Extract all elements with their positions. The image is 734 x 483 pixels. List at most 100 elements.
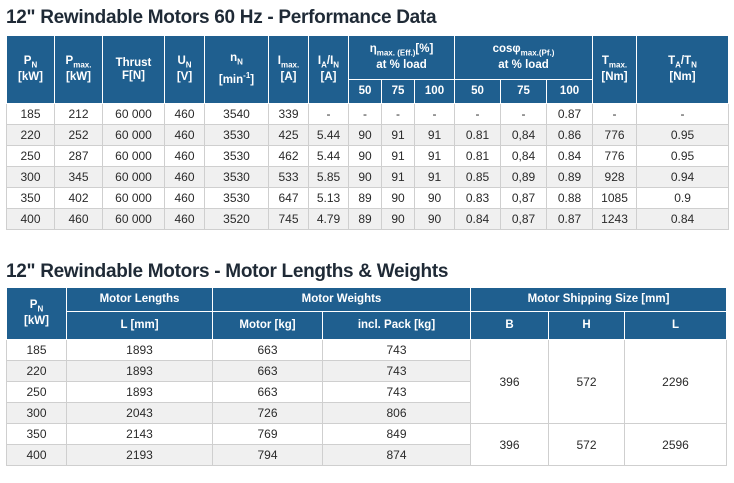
table-cell: 300 [6, 402, 67, 424]
table-cell: 0.86 [545, 124, 594, 146]
table-cell: 220 [6, 360, 67, 382]
table-cell: 185 [6, 103, 55, 125]
table-cell: 460 [164, 187, 205, 209]
table-row: 350 402 60 000 460 3530 647 5.13 89 90 90 0.83 0,87… [6, 187, 730, 209]
col-eta-100: 100 [414, 79, 455, 104]
table-cell: 1243 [592, 208, 638, 230]
table-cell: 533 [268, 166, 309, 188]
col-thrust: Thrust F[N] [102, 35, 165, 104]
table-row: 300 2043 726 806 [6, 402, 727, 424]
col-group-efficiency: ηmax. (Eff.)[%] at % load [348, 35, 455, 80]
table-cell: 3530 [204, 145, 269, 167]
table-cell: 89 [348, 187, 382, 209]
col-length-mm: L [mm] [66, 311, 213, 340]
lengths-weights-table: PN [kW] Motor Lengths Motor Weights Moto… [6, 287, 727, 466]
col-ta-tn: TA/TN [Nm] [636, 35, 730, 104]
table-cell: 2043 [66, 402, 213, 424]
table-cell: 252 [54, 124, 103, 146]
col-tmax: Tmax. [Nm] [592, 35, 638, 104]
col-pmax: Pmax. [kW] [54, 35, 103, 104]
col-ship-b: B [470, 311, 549, 340]
table-cell: 90 [348, 145, 382, 167]
table-cell: 91 [381, 166, 415, 188]
table-cell: 460 [164, 166, 205, 188]
table-cell: - [308, 103, 349, 125]
col-eta-50: 50 [348, 79, 382, 104]
table-cell: 0.94 [636, 166, 730, 188]
table-cell: - [636, 103, 730, 125]
table-cell: 60 000 [102, 124, 165, 146]
table-cell: 849 [322, 423, 471, 445]
table-cell: - [348, 103, 382, 125]
table-cell: 60 000 [102, 103, 165, 125]
table-cell: 928 [592, 166, 638, 188]
shipping-size-h: 572 [548, 339, 625, 424]
table-cell: 0.84 [454, 208, 501, 230]
table-cell: 60 000 [102, 166, 165, 188]
table-cell: 0,89 [500, 166, 547, 188]
table-cell: 345 [54, 166, 103, 188]
table-cell: 91 [381, 124, 415, 146]
table-cell: 3540 [204, 103, 269, 125]
performance-table: PN [kW] Pmax. [kW] Thrust F[N] UN [V] nN… [6, 35, 730, 230]
table-cell: 212 [54, 103, 103, 125]
table-cell: 5.13 [308, 187, 349, 209]
table-cell: 60 000 [102, 187, 165, 209]
table-cell: 806 [322, 402, 471, 424]
table-cell: 90 [348, 166, 382, 188]
table-cell: 5.85 [308, 166, 349, 188]
lengths-weights-header: PN [kW] Motor Lengths Motor Weights Moto… [6, 287, 727, 340]
table-cell: 5.44 [308, 145, 349, 167]
col-group-shipping: Motor Shipping Size [mm] [470, 287, 727, 312]
table-cell: 0,84 [500, 145, 547, 167]
table-row: 400 2193 794 874 [6, 444, 727, 466]
table-cell: 402 [54, 187, 103, 209]
shipping-size-b: 396 [470, 339, 549, 424]
table-cell: - [414, 103, 455, 125]
table-cell: 3530 [204, 124, 269, 146]
table-cell: 2143 [66, 423, 213, 445]
col-ia-in: IA/IN [A] [308, 35, 349, 104]
table-cell: - [500, 103, 547, 125]
table-cell: 0.87 [545, 208, 594, 230]
table-cell: 0,87 [500, 187, 547, 209]
table-cell: 460 [164, 208, 205, 230]
table-row: 300 345 60 000 460 3530 533 5.85 90 91 91 0.85 0,89… [6, 166, 730, 188]
shipping-size-l: 2296 [624, 339, 727, 424]
table-cell: 4.79 [308, 208, 349, 230]
table-cell: 0.95 [636, 145, 730, 167]
table-cell: 0.81 [454, 145, 501, 167]
table-cell: 185 [6, 339, 67, 361]
table-cell: 743 [322, 339, 471, 361]
table-cell: 726 [212, 402, 323, 424]
table-cell: 0,84 [500, 124, 547, 146]
table-cell: 0.85 [454, 166, 501, 188]
table-cell: 425 [268, 124, 309, 146]
table-cell: 663 [212, 339, 323, 361]
col-group-weights: Motor Weights [212, 287, 471, 312]
col-ship-l: L [624, 311, 727, 340]
table-cell: 743 [322, 360, 471, 382]
table-cell: 60 000 [102, 145, 165, 167]
table-cell: 0.95 [636, 124, 730, 146]
table-cell: 462 [268, 145, 309, 167]
col-in: Imax. [A] [268, 35, 309, 104]
table-cell: 1893 [66, 381, 213, 403]
table-cell: 745 [268, 208, 309, 230]
performance-title: 12" Rewindable Motors 60 Hz - Performanc… [6, 7, 437, 28]
table-cell: 0.84 [636, 208, 730, 230]
table-row: 350 2143 769 849 396 572 2596 [6, 423, 727, 466]
table-cell: 0.84 [545, 145, 594, 167]
table-cell: 250 [6, 145, 55, 167]
shipping-size-b: 396 [470, 423, 549, 466]
table-cell: 0,87 [500, 208, 547, 230]
table-cell: 220 [6, 124, 55, 146]
table-row: 250 287 60 000 460 3530 462 5.44 90 91 91 0.81 0,84… [6, 145, 730, 167]
table-cell: 776 [592, 145, 638, 167]
lengths-weights-title: 12" Rewindable Motors - Motor Lengths & … [6, 261, 449, 282]
col-group-lengths: Motor Lengths [66, 287, 213, 312]
table-cell: 3530 [204, 187, 269, 209]
table-row: 185 1893 663 743 396 572 2296 [6, 339, 727, 424]
table-cell: 460 [164, 124, 205, 146]
table-cell: 3520 [204, 208, 269, 230]
